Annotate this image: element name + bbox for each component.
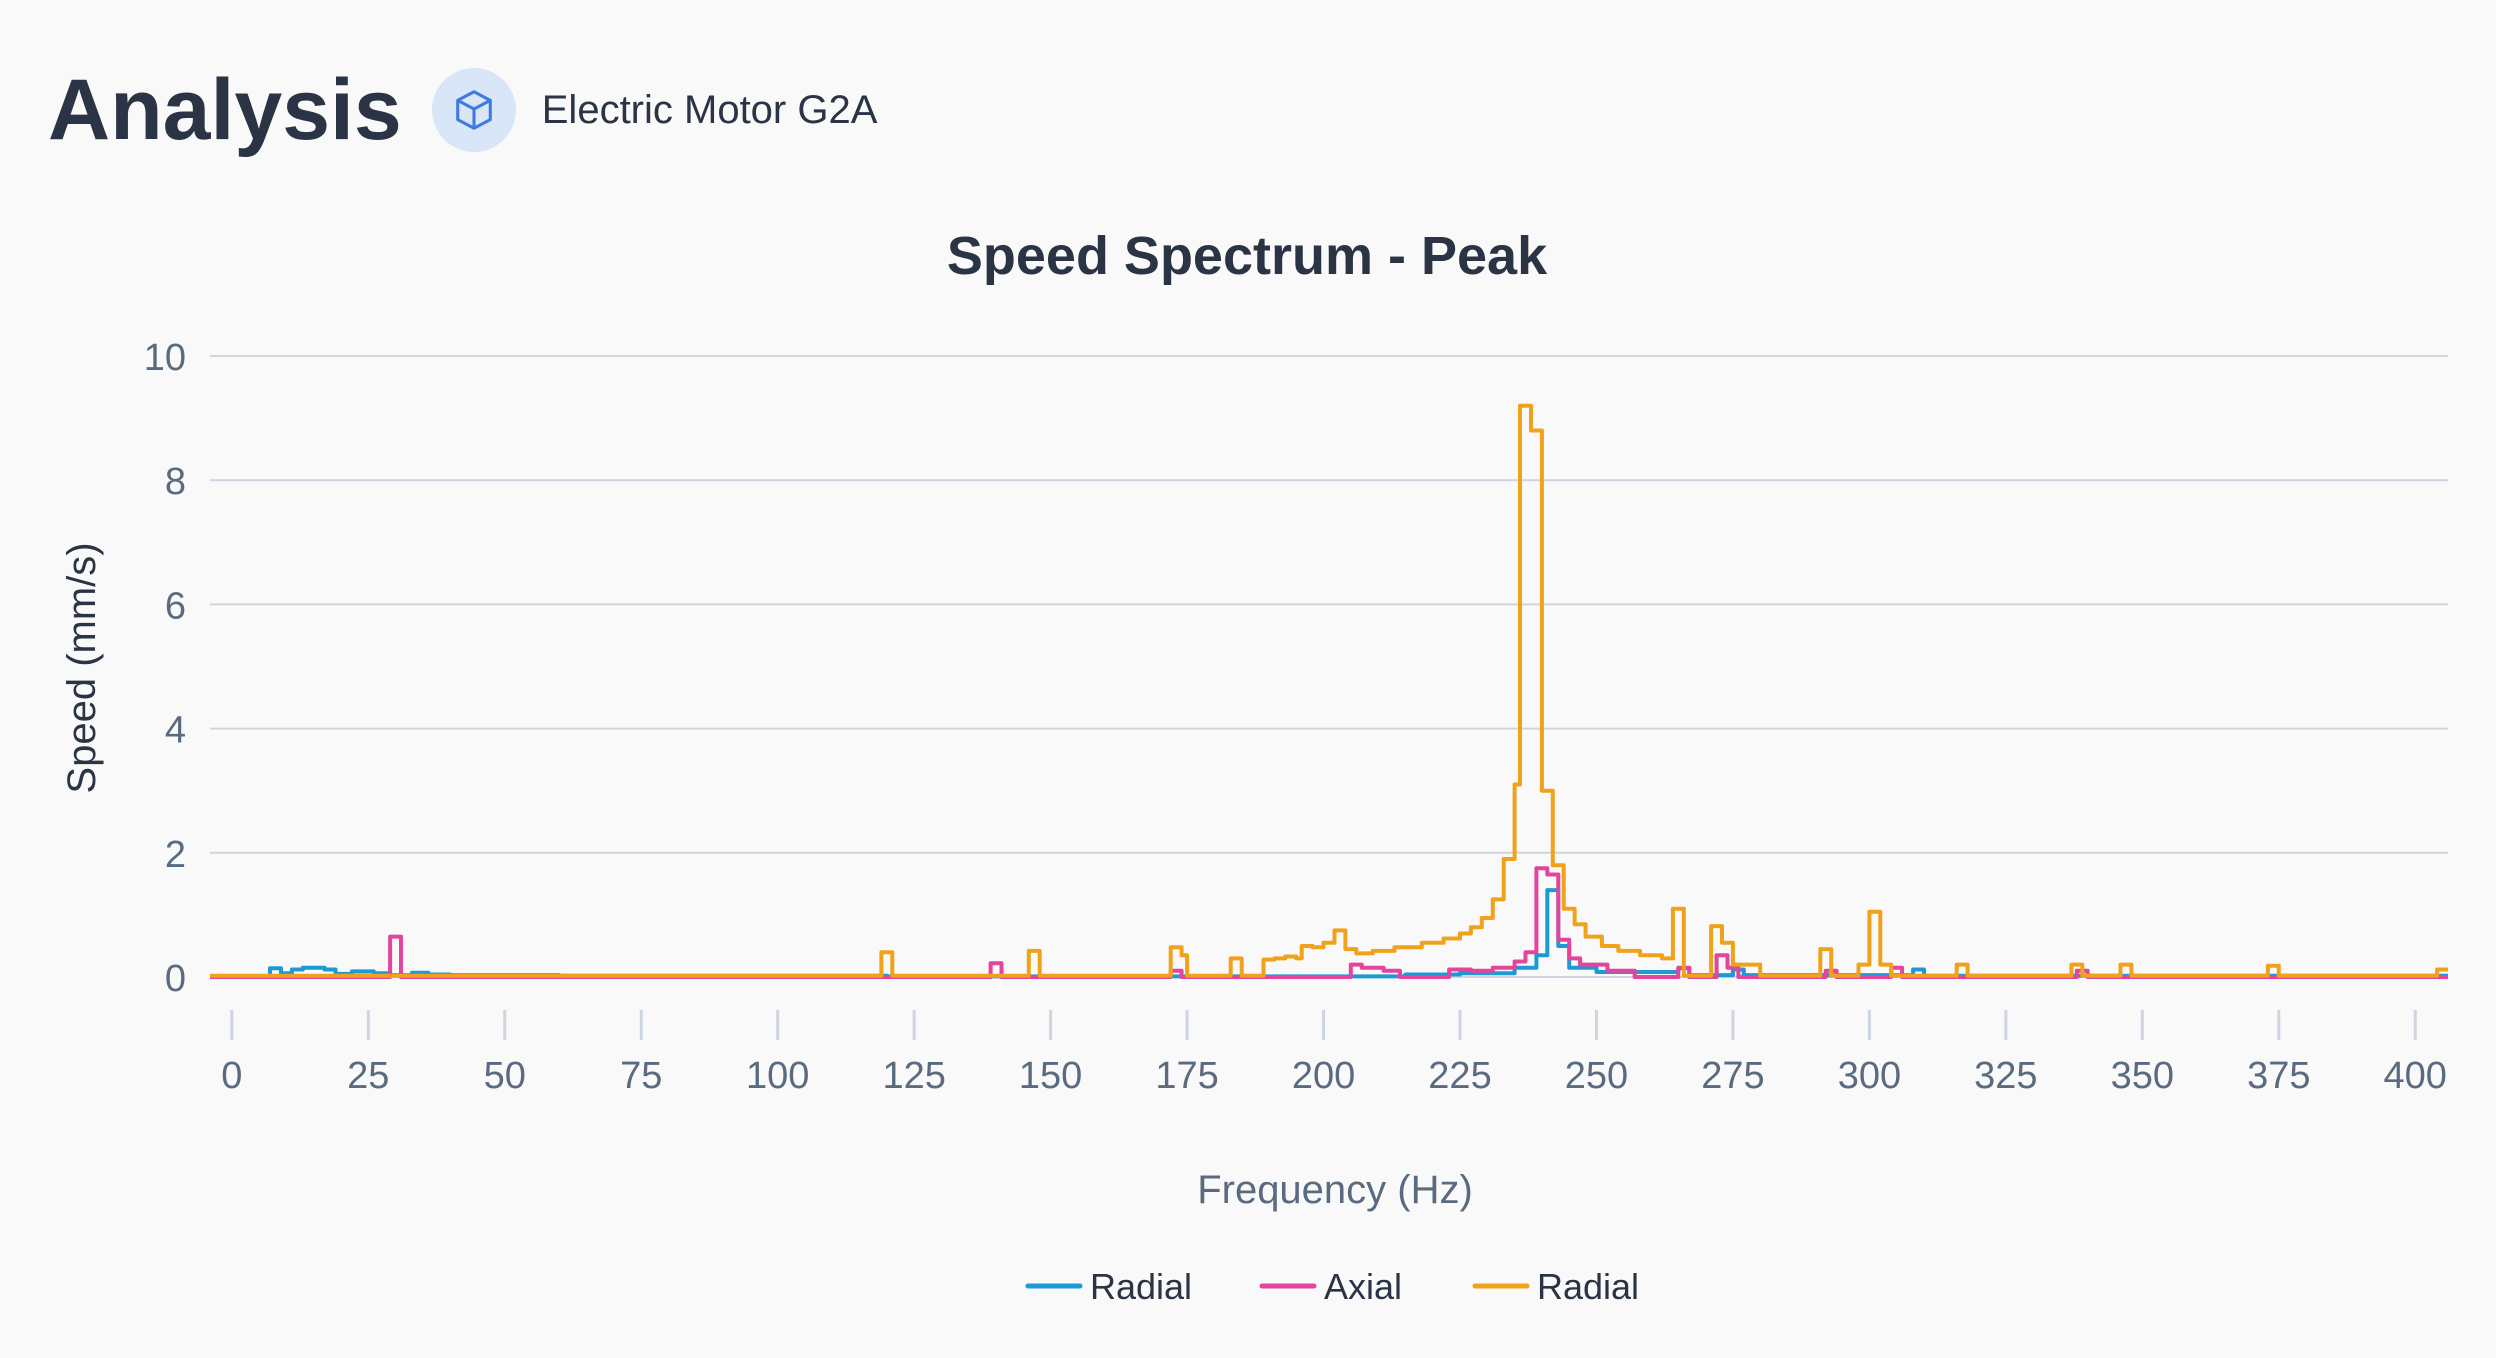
x-tick-label: 100 — [746, 1055, 809, 1097]
x-axis-label: Frequency (Hz) — [1197, 1168, 1473, 1212]
x-tick-label: 375 — [2247, 1055, 2310, 1097]
device-badge — [431, 68, 516, 152]
legend-item[interactable]: Radial — [1472, 1266, 1639, 1307]
x-tick-label: 25 — [347, 1055, 389, 1097]
x-tick-label: 50 — [484, 1055, 526, 1097]
page-header: Analysis Electric Motor G2A — [48, 55, 877, 165]
y-tick-label: 6 — [165, 585, 186, 627]
device-name: Electric Motor G2A — [541, 87, 878, 132]
x-tick-label: 0 — [221, 1055, 242, 1097]
x-tick-label: 275 — [1701, 1055, 1764, 1097]
y-axis-ticks: 0 2 4 6 8 10 — [144, 337, 186, 1000]
chart-series — [210, 403, 2448, 979]
cube-icon — [455, 90, 492, 130]
x-tick-label: 400 — [2384, 1055, 2447, 1097]
x-tick-label: 250 — [1565, 1055, 1628, 1097]
page-title: Analysis — [48, 62, 402, 158]
y-tick-label: 10 — [144, 337, 186, 379]
series-line-2 — [210, 866, 2448, 979]
y-tick-label: 2 — [165, 834, 186, 876]
series-line-1 — [210, 888, 2448, 979]
y-axis-label: Speed (mm/s) — [60, 542, 104, 793]
legend-item[interactable]: Radial — [1025, 1266, 1192, 1307]
x-tick-label: 300 — [1838, 1055, 1901, 1097]
legend-item[interactable]: Axial — [1259, 1266, 1402, 1307]
x-axis-ticks: 0 25 50 75 100 125 150 175 200 225 250 275 300 325 350… — [221, 1010, 2447, 1097]
y-tick-label: 8 — [165, 461, 186, 503]
x-tick-label: 350 — [2111, 1055, 2174, 1097]
x-tick-label: 125 — [882, 1055, 945, 1097]
y-tick-label: 4 — [165, 710, 186, 752]
x-tick-label: 75 — [620, 1055, 662, 1097]
legend-label: Radial — [1090, 1266, 1192, 1307]
x-tick-label: 150 — [1019, 1055, 1082, 1097]
chart-legend: Radial Axial Radial — [1025, 1266, 1639, 1307]
legend-label: Axial — [1324, 1266, 1402, 1307]
y-tick-label: 0 — [165, 958, 186, 1000]
x-tick-label: 175 — [1155, 1055, 1218, 1097]
x-tick-label: 225 — [1428, 1055, 1491, 1097]
series-line-3 — [210, 403, 2448, 978]
legend-label: Radial — [1537, 1266, 1639, 1307]
x-tick-label: 200 — [1292, 1055, 1355, 1097]
chart-title: Speed Spectrum - Peak — [947, 226, 1548, 286]
chart-grid — [210, 355, 2448, 978]
x-tick-label: 325 — [1974, 1055, 2037, 1097]
